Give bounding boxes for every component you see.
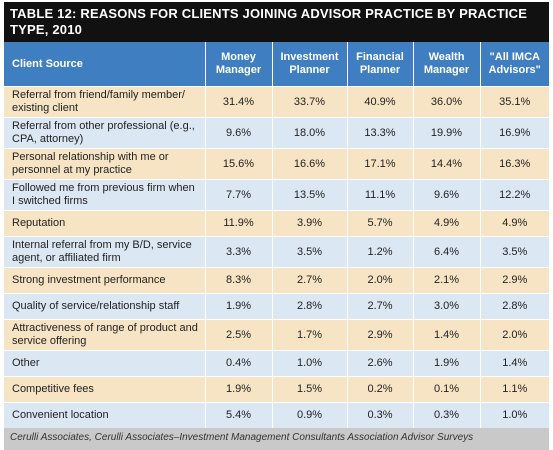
row-label: Quality of service/relationship staff xyxy=(4,293,205,320)
value-cell: 2.7% xyxy=(271,267,347,294)
value-cell: 1.9% xyxy=(412,350,480,377)
value-cell: 13.5% xyxy=(271,179,347,211)
value-cell: 4.9% xyxy=(479,210,549,237)
table-row: Attractiveness of range of product and s… xyxy=(4,319,549,351)
value-cell: 1.1% xyxy=(479,376,549,403)
row-label: Attractiveness of range of product and s… xyxy=(4,319,205,351)
row-label: Competitive fees xyxy=(4,376,205,403)
value-cell: 0.9% xyxy=(271,402,347,428)
value-cell: 9.6% xyxy=(204,117,272,149)
value-cell: 2.8% xyxy=(479,293,549,320)
table-row: Strong investment performance 8.3% 2.7% 2.0… xyxy=(4,267,549,294)
value-cell: 16.6% xyxy=(271,148,347,180)
value-cell: 1.4% xyxy=(479,350,549,377)
column-header: Money Manager xyxy=(204,42,272,87)
value-cell: 0.1% xyxy=(412,376,480,403)
table-row: Other 0.4% 1.0% 2.6% 1.9% 1.4% xyxy=(4,350,549,377)
header-row: Client Source Money Manager Investment Pla… xyxy=(4,42,549,87)
value-cell: 9.6% xyxy=(412,179,480,211)
value-cell: 3.0% xyxy=(412,293,480,320)
value-cell: 2.6% xyxy=(346,350,413,377)
data-table: Client Source Money Manager Investment Pla… xyxy=(4,42,549,428)
value-cell: 31.4% xyxy=(204,86,272,118)
value-cell: 19.9% xyxy=(412,117,480,149)
table-row: Competitive fees 1.9% 1.5% 0.2% 0.1% 1.1% xyxy=(4,376,549,403)
value-cell: 2.0% xyxy=(479,319,549,351)
value-cell: 5.4% xyxy=(204,402,272,428)
table-row: Quality of service/relationship staff 1.9… xyxy=(4,293,549,320)
value-cell: 7.7% xyxy=(204,179,272,211)
row-label: Referral from other professional (e.g., … xyxy=(4,117,205,149)
value-cell: 8.3% xyxy=(204,267,272,294)
row-label: Personal relationship with me or personn… xyxy=(4,148,205,180)
table-figure: TABLE 12: REASONS FOR CLIENTS JOINING AD… xyxy=(4,2,549,450)
value-cell: 2.9% xyxy=(346,319,413,351)
value-cell: 3.9% xyxy=(271,210,347,237)
value-cell: 3.5% xyxy=(479,236,549,268)
column-header: Wealth Manager xyxy=(412,42,480,87)
value-cell: 6.4% xyxy=(412,236,480,268)
row-label: Referral from friend/family member/ exis… xyxy=(4,86,205,118)
table-row: Referral from friend/family member/ exis… xyxy=(4,86,549,118)
value-cell: 35.1% xyxy=(479,86,549,118)
value-cell: 1.5% xyxy=(271,376,347,403)
column-header: Investment Planner xyxy=(271,42,347,87)
value-cell: 18.0% xyxy=(271,117,347,149)
source-note: Cerulli Associates, Cerulli Associates–I… xyxy=(4,428,549,450)
value-cell: 0.2% xyxy=(346,376,413,403)
value-cell: 1.0% xyxy=(271,350,347,377)
column-header: "All IMCA Advisors" xyxy=(479,42,549,87)
value-cell: 2.7% xyxy=(346,293,413,320)
value-cell: 11.1% xyxy=(346,179,413,211)
value-cell: 1.0% xyxy=(479,402,549,428)
value-cell: 13.3% xyxy=(346,117,413,149)
value-cell: 1.9% xyxy=(204,293,272,320)
table-row: Convenient location 5.4% 0.9% 0.3% 0.3% 1.0% xyxy=(4,402,549,428)
row-label: Strong investment performance xyxy=(4,267,205,294)
table-row: Personal relationship with me or personn… xyxy=(4,148,549,180)
value-cell: 14.4% xyxy=(412,148,480,180)
value-cell: 11.9% xyxy=(204,210,272,237)
value-cell: 3.5% xyxy=(271,236,347,268)
value-cell: 0.3% xyxy=(412,402,480,428)
row-label: Convenient location xyxy=(4,402,205,428)
table-row: Reputation 11.9% 3.9% 5.7% 4.9% 4.9% xyxy=(4,210,549,237)
value-cell: 15.6% xyxy=(204,148,272,180)
value-cell: 2.1% xyxy=(412,267,480,294)
value-cell: 4.9% xyxy=(412,210,480,237)
value-cell: 1.9% xyxy=(204,376,272,403)
value-cell: 2.5% xyxy=(204,319,272,351)
table-title: TABLE 12: REASONS FOR CLIENTS JOINING AD… xyxy=(4,2,549,42)
value-cell: 2.8% xyxy=(271,293,347,320)
row-label: Followed me from previous firm when I sw… xyxy=(4,179,205,211)
table-row: Referral from other professional (e.g., … xyxy=(4,117,549,149)
value-cell: 5.7% xyxy=(346,210,413,237)
value-cell: 12.2% xyxy=(479,179,549,211)
page: TABLE 12: REASONS FOR CLIENTS JOINING AD… xyxy=(4,2,549,450)
value-cell: 0.3% xyxy=(346,402,413,428)
value-cell: 16.3% xyxy=(479,148,549,180)
row-label: Other xyxy=(4,350,205,377)
table-row: Internal referral from my B/D, service a… xyxy=(4,236,549,268)
value-cell: 1.4% xyxy=(412,319,480,351)
row-label: Reputation xyxy=(4,210,205,237)
table-row: Followed me from previous firm when I sw… xyxy=(4,179,549,211)
value-cell: 2.0% xyxy=(346,267,413,294)
value-cell: 40.9% xyxy=(346,86,413,118)
value-cell: 17.1% xyxy=(346,148,413,180)
row-label: Internal referral from my B/D, service a… xyxy=(4,236,205,268)
column-header: Client Source xyxy=(4,42,205,87)
value-cell: 33.7% xyxy=(271,86,347,118)
value-cell: 3.3% xyxy=(204,236,272,268)
value-cell: 16.9% xyxy=(479,117,549,149)
value-cell: 2.9% xyxy=(479,267,549,294)
value-cell: 1.2% xyxy=(346,236,413,268)
column-header: Financial Planner xyxy=(346,42,413,87)
value-cell: 36.0% xyxy=(412,86,480,118)
value-cell: 0.4% xyxy=(204,350,272,377)
value-cell: 1.7% xyxy=(271,319,347,351)
